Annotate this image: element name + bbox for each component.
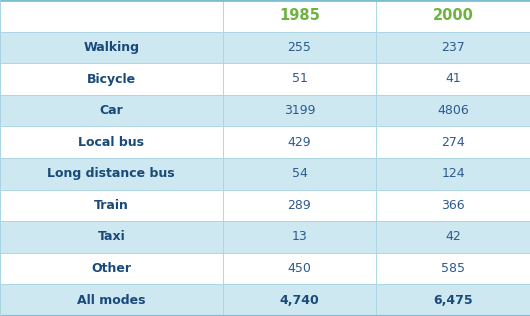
- Bar: [223, 253, 376, 284]
- Bar: [0, 221, 223, 253]
- Text: Walking: Walking: [83, 41, 139, 54]
- Text: 1985: 1985: [279, 8, 320, 23]
- Text: 289: 289: [288, 199, 311, 212]
- Bar: [376, 190, 530, 221]
- Bar: [223, 126, 376, 158]
- Bar: [0, 190, 223, 221]
- Text: Taxi: Taxi: [98, 230, 125, 244]
- Text: 124: 124: [441, 167, 465, 180]
- Bar: [0, 0, 223, 32]
- Text: 274: 274: [441, 136, 465, 149]
- Text: 585: 585: [441, 262, 465, 275]
- Text: 13: 13: [292, 230, 307, 244]
- Text: All modes: All modes: [77, 294, 146, 307]
- Text: Other: Other: [91, 262, 131, 275]
- Bar: [376, 32, 530, 63]
- Bar: [0, 95, 223, 126]
- Text: 450: 450: [287, 262, 312, 275]
- Bar: [376, 63, 530, 95]
- Text: 42: 42: [445, 230, 461, 244]
- Bar: [0, 32, 223, 63]
- Text: Long distance bus: Long distance bus: [48, 167, 175, 180]
- Bar: [0, 126, 223, 158]
- Text: 54: 54: [292, 167, 307, 180]
- Text: 3199: 3199: [284, 104, 315, 117]
- Text: 41: 41: [445, 72, 461, 86]
- Text: 237: 237: [441, 41, 465, 54]
- Bar: [223, 221, 376, 253]
- Text: Car: Car: [100, 104, 123, 117]
- Text: 366: 366: [441, 199, 465, 212]
- Bar: [0, 253, 223, 284]
- Bar: [376, 253, 530, 284]
- Text: 4,740: 4,740: [280, 294, 319, 307]
- Bar: [223, 95, 376, 126]
- Bar: [223, 158, 376, 190]
- Text: 6,475: 6,475: [434, 294, 473, 307]
- Text: Local bus: Local bus: [78, 136, 144, 149]
- Bar: [376, 158, 530, 190]
- Text: Train: Train: [94, 199, 129, 212]
- Bar: [376, 284, 530, 316]
- Text: 51: 51: [292, 72, 307, 86]
- Bar: [223, 63, 376, 95]
- Text: 429: 429: [288, 136, 311, 149]
- Bar: [223, 0, 376, 32]
- Bar: [376, 95, 530, 126]
- Text: Bicycle: Bicycle: [87, 72, 136, 86]
- Text: 255: 255: [287, 41, 312, 54]
- Bar: [0, 158, 223, 190]
- Bar: [376, 221, 530, 253]
- Bar: [223, 284, 376, 316]
- Bar: [376, 126, 530, 158]
- Bar: [376, 0, 530, 32]
- Text: 4806: 4806: [437, 104, 469, 117]
- Bar: [223, 32, 376, 63]
- Bar: [0, 63, 223, 95]
- Bar: [0, 284, 223, 316]
- Bar: [223, 190, 376, 221]
- Text: 2000: 2000: [432, 8, 474, 23]
